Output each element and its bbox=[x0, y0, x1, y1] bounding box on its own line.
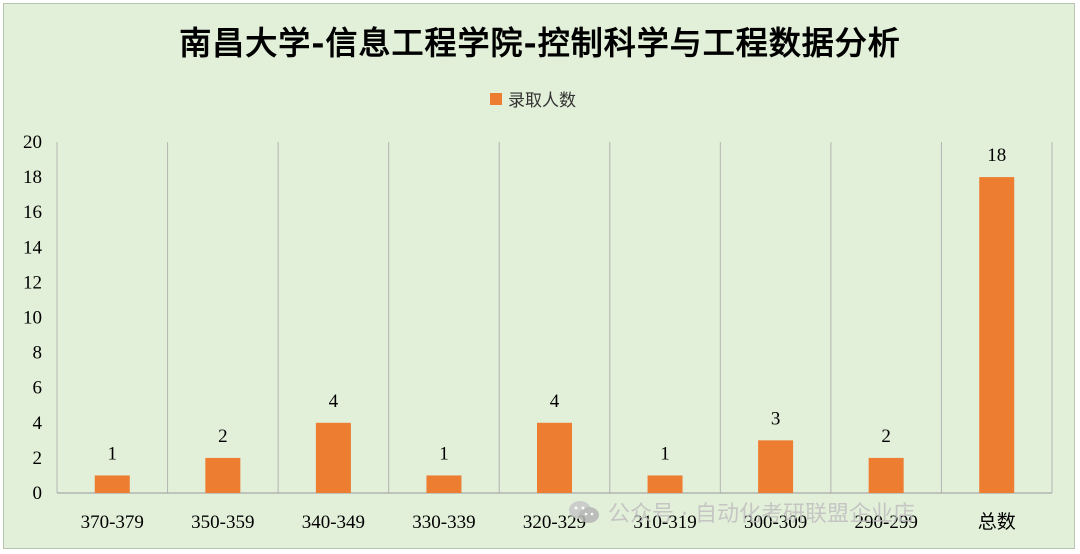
y-tick-label: 18 bbox=[23, 167, 42, 188]
y-tick-label: 2 bbox=[33, 448, 43, 469]
bar bbox=[315, 422, 351, 493]
y-tick-label: 12 bbox=[23, 272, 42, 293]
data-label: 4 bbox=[329, 391, 339, 412]
bar bbox=[426, 475, 462, 493]
y-tick-label: 0 bbox=[33, 483, 43, 504]
y-tick-label: 4 bbox=[33, 413, 43, 434]
data-label: 3 bbox=[771, 408, 781, 429]
bar bbox=[979, 177, 1015, 493]
y-tick-label: 6 bbox=[33, 378, 43, 399]
bar bbox=[758, 440, 794, 493]
data-label: 1 bbox=[660, 443, 670, 464]
bar bbox=[537, 422, 572, 493]
bar bbox=[205, 457, 241, 493]
bar bbox=[868, 457, 904, 493]
y-tick-label: 14 bbox=[23, 237, 43, 258]
x-tick-label: 320-329 bbox=[523, 512, 586, 533]
wechat-icon bbox=[569, 501, 599, 523]
data-label: 1 bbox=[108, 443, 118, 464]
x-tick-label: 总数 bbox=[978, 511, 1016, 533]
x-tick-label: 330-339 bbox=[412, 512, 475, 533]
x-tick-label: 340-349 bbox=[302, 512, 365, 533]
y-tick-label: 10 bbox=[23, 308, 42, 329]
data-label: 18 bbox=[987, 145, 1006, 166]
x-tick-label: 290-299 bbox=[855, 512, 918, 533]
x-tick-label: 310-319 bbox=[633, 512, 696, 533]
y-tick-label: 8 bbox=[33, 343, 43, 364]
bar bbox=[647, 475, 683, 493]
data-label: 2 bbox=[218, 426, 228, 447]
y-tick-label: 16 bbox=[23, 202, 42, 223]
data-label: 4 bbox=[550, 391, 560, 412]
legend-label: 录取人数 bbox=[508, 91, 576, 111]
chart-title: 南昌大学-信息工程学院-控制科学与工程数据分析 bbox=[179, 24, 901, 62]
data-label: 2 bbox=[881, 426, 891, 447]
legend: 录取人数 bbox=[490, 86, 576, 111]
x-tick-label: 370-379 bbox=[81, 512, 144, 533]
x-tick-label: 300-309 bbox=[744, 512, 807, 533]
bar bbox=[94, 475, 130, 493]
legend-swatch bbox=[490, 92, 502, 105]
x-tick-label: 350-359 bbox=[191, 512, 254, 533]
y-tick-label: 20 bbox=[23, 132, 42, 153]
data-label: 1 bbox=[439, 443, 449, 464]
watermark-text: 公众号 · 自动化考研联盟企业店 bbox=[608, 502, 915, 527]
watermark: 公众号 · 自动化考研联盟企业店 bbox=[568, 496, 915, 528]
